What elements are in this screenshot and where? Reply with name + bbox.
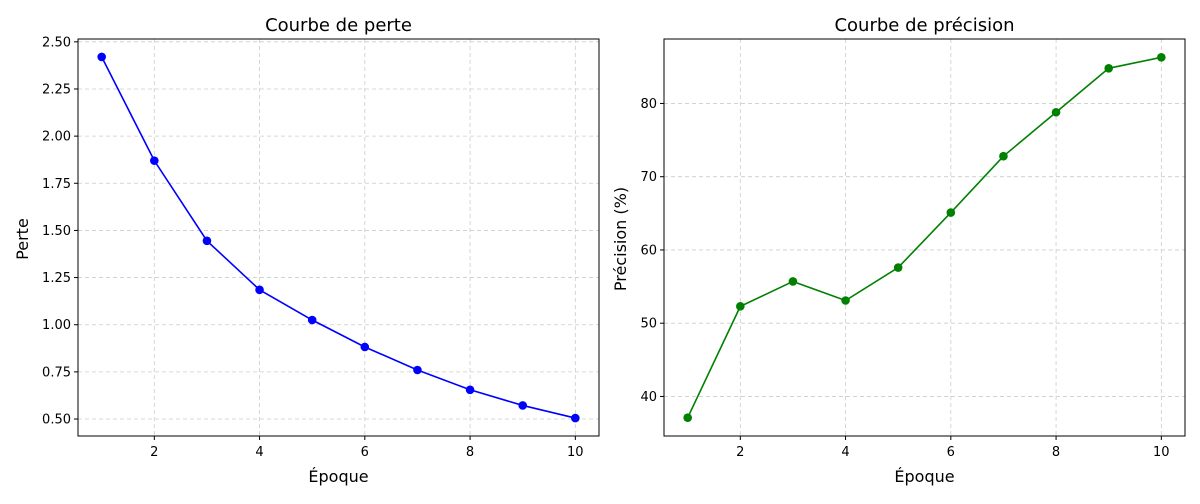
- y-tick-label: 2.50: [42, 35, 71, 50]
- chart-title: Courbe de perte: [265, 15, 412, 36]
- plot-frame: [663, 38, 1186, 437]
- y-tick-label: 2.00: [42, 130, 71, 145]
- x-tick-label: 6: [947, 445, 955, 460]
- y-tick-label: 1.00: [42, 318, 71, 333]
- y-tick-label: 80: [640, 97, 657, 112]
- x-axis-label: Époque: [894, 467, 954, 486]
- data-point: [999, 151, 1008, 161]
- data-point: [97, 52, 106, 62]
- x-axis-label: Époque: [308, 467, 368, 486]
- data-point: [788, 277, 798, 286]
- y-tick-label: 0.75: [42, 365, 71, 380]
- x-tick-label: 2: [736, 445, 744, 460]
- y-tick-label: 1.50: [42, 224, 71, 239]
- data-point: [413, 365, 422, 375]
- data-point: [518, 401, 527, 410]
- chart-title: Courbe de précision: [834, 15, 1014, 36]
- data-point: [465, 385, 475, 395]
- x-tick-label: 6: [361, 445, 369, 460]
- y-axis-label: Perte: [13, 218, 32, 260]
- x-tick-label: 2: [150, 445, 158, 460]
- data-point: [1104, 63, 1113, 73]
- y-tick-label: 2.25: [42, 82, 71, 97]
- series-line: [686, 56, 1162, 419]
- y-tick-label: 70: [640, 170, 657, 185]
- y-tick-label: 1.25: [42, 271, 71, 286]
- series-line: [100, 56, 576, 419]
- plot-frame: [77, 38, 600, 437]
- y-tick-label: 60: [640, 243, 657, 258]
- y-tick-label: 0.50: [42, 413, 71, 428]
- x-tick-label: 8: [466, 445, 474, 460]
- data-point: [841, 296, 850, 305]
- data-point: [202, 236, 212, 246]
- data-point: [683, 413, 692, 422]
- y-axis-label: Précision (%): [611, 187, 630, 291]
- loss-chart: Courbe de perte Époque Perte 2 4 6 8 10 0.50 0…: [13, 15, 600, 486]
- accuracy-chart: Courbe de précision Époque Précision (%)…: [611, 15, 1186, 486]
- x-tick-label: 10: [1153, 445, 1170, 460]
- x-tick-label: 10: [567, 445, 584, 460]
- data-point: [946, 208, 956, 217]
- data-point: [360, 342, 370, 352]
- data-point: [1051, 107, 1061, 117]
- data-point: [571, 413, 580, 423]
- data-point: [255, 285, 264, 295]
- data-point: [893, 263, 903, 272]
- x-tick-label: 8: [1052, 445, 1060, 460]
- data-point: [736, 302, 745, 311]
- y-tick-label: 50: [640, 317, 657, 332]
- data-point: [307, 315, 317, 325]
- x-tick-label: 4: [255, 445, 263, 460]
- data-point: [1157, 53, 1166, 62]
- data-point: [150, 156, 159, 165]
- y-tick-label: 40: [640, 390, 657, 405]
- y-tick-label: 1.75: [42, 177, 71, 192]
- x-tick-label: 4: [841, 445, 849, 460]
